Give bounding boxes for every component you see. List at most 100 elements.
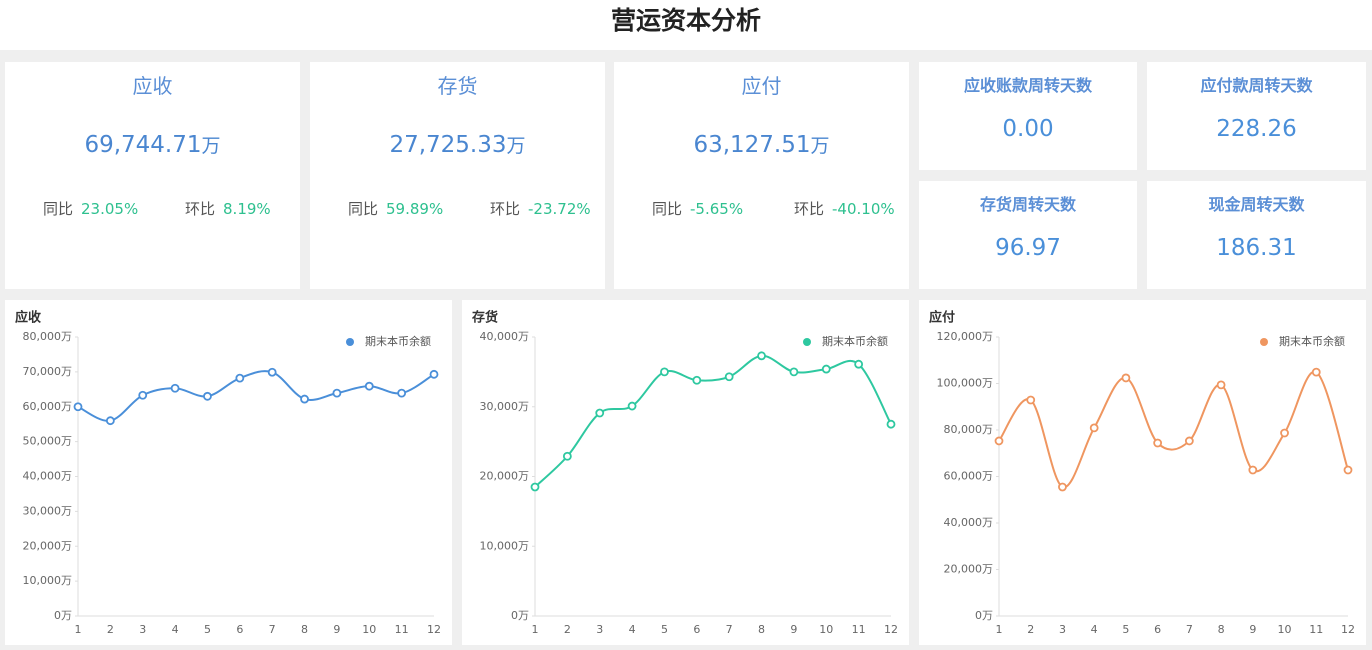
y-tick-label: 80,000万 — [944, 423, 994, 436]
data-point — [994, 436, 1004, 446]
x-tick-label: 10 — [1278, 623, 1292, 636]
x-tick-label: 2 — [564, 623, 571, 636]
x-tick-label: 10 — [362, 623, 376, 636]
data-point — [562, 451, 572, 461]
card-value: 228.26 — [1216, 116, 1297, 142]
y-tick-label: 100,000万 — [937, 377, 994, 390]
data-point — [530, 482, 540, 492]
data-point — [1153, 438, 1163, 448]
card-title: 应收 — [132, 74, 173, 98]
label: 环比 — [794, 200, 825, 218]
x-tick-label: 11 — [395, 623, 409, 636]
x-tick-label: 9 — [1249, 623, 1256, 636]
series-line — [77, 370, 435, 422]
data-point — [1184, 436, 1194, 446]
chart-title: 应付 — [929, 310, 955, 326]
x-tick-label: 12 — [1341, 623, 1355, 636]
data-point — [854, 359, 864, 369]
card-title: 存货 — [437, 74, 478, 98]
data-point — [886, 419, 896, 429]
unit: 万 — [201, 135, 221, 157]
x-tick-label: 3 — [596, 623, 603, 636]
x-tick-label: 1 — [75, 623, 82, 636]
yoy: 同比 59.89% — [348, 198, 443, 219]
data-point — [1026, 395, 1036, 405]
days-card: 存货周转天数 96.97 — [919, 181, 1137, 289]
unit: 万 — [506, 135, 526, 157]
x-tick-label: 6 — [1154, 623, 1161, 636]
legend-marker — [803, 338, 811, 346]
kpi-card: 存货 27,725.33万 同比 59.89% 环比 -23.72% — [310, 62, 605, 289]
x-tick-label: 12 — [884, 623, 898, 636]
x-tick-label: 9 — [333, 623, 340, 636]
card-title: 应付款周转天数 — [1200, 76, 1313, 95]
card-value: 186.31 — [1216, 235, 1297, 261]
x-tick-label: 12 — [427, 623, 441, 636]
x-tick-label: 3 — [139, 623, 146, 636]
data-point — [789, 367, 799, 377]
data-point — [595, 408, 605, 418]
legend-label: 期末本币余额 — [1279, 334, 1345, 348]
data-point — [1343, 465, 1353, 475]
chart-panel: 应收 0万 10,000万 20,000万 30,000万 40,000万 50,000万 6… — [5, 300, 452, 645]
data-point — [692, 375, 702, 385]
card-value: 27,725.33万 — [310, 131, 605, 158]
label: 同比 — [43, 200, 74, 218]
x-tick-label: 7 — [726, 623, 733, 636]
y-tick-label: 80,000万 — [23, 330, 73, 343]
value: 63,127.51 — [693, 132, 811, 158]
x-tick-label: 8 — [301, 623, 308, 636]
value: 69,744.71 — [84, 132, 202, 158]
x-tick-label: 2 — [107, 623, 114, 636]
data-point — [660, 367, 669, 377]
y-tick-label: 0万 — [975, 609, 993, 622]
data-point — [364, 381, 374, 391]
chart-panel: 应付 0万 20,000万 40,000万 60,000万 80,000万 100,000万… — [919, 300, 1366, 645]
x-tick-label: 6 — [236, 623, 243, 636]
data-point — [203, 391, 212, 401]
data-point — [73, 402, 83, 412]
y-tick-label: 60,000万 — [23, 400, 73, 413]
kpi-card: 应收 69,744.71万 同比 23.05% 环比 8.19% — [5, 62, 300, 289]
pct: 59.89% — [386, 200, 444, 218]
card-value: 0.00 — [1002, 116, 1054, 142]
pct: 23.05% — [81, 200, 139, 218]
data-point — [300, 394, 309, 404]
y-tick-label: 50,000万 — [23, 435, 73, 448]
label: 环比 — [490, 200, 521, 218]
legend-label: 期末本币余额 — [822, 334, 888, 348]
y-tick-label: 10,000万 — [480, 539, 530, 552]
x-tick-label: 5 — [1122, 623, 1129, 636]
data-point — [170, 383, 180, 393]
days-card: 应付款周转天数 228.26 — [1147, 62, 1366, 170]
days-card: 现金周转天数 186.31 — [1147, 181, 1366, 289]
x-tick-label: 8 — [758, 623, 765, 636]
unit: 万 — [810, 135, 830, 157]
chart-panel: 存货 0万 10,000万 20,000万 30,000万 40,000万 1 2 3 4 5 6 7 8… — [462, 300, 909, 645]
data-point — [821, 364, 831, 374]
data-point — [105, 416, 115, 426]
y-tick-label: 30,000万 — [23, 504, 73, 517]
chart: 应收 0万 10,000万 20,000万 30,000万 40,000万 50,000万 6… — [15, 310, 441, 637]
card-value: 96.97 — [995, 235, 1061, 261]
mom: 环比 8.19% — [185, 198, 271, 219]
data-point — [1248, 465, 1258, 475]
x-tick-label: 1 — [532, 623, 539, 636]
mom: 环比 -40.10% — [794, 198, 895, 219]
data-point — [429, 369, 439, 379]
legend-label: 期末本币余额 — [365, 334, 431, 348]
data-point — [627, 401, 637, 411]
x-tick-label: 11 — [1309, 623, 1323, 636]
data-point — [1058, 482, 1067, 492]
data-point — [138, 390, 148, 400]
data-point — [1216, 380, 1226, 390]
x-tick-label: 7 — [1186, 623, 1193, 636]
series-line — [534, 354, 892, 488]
pct: -5.65% — [690, 200, 744, 218]
data-point — [1121, 373, 1131, 383]
x-tick-label: 8 — [1218, 623, 1225, 636]
y-tick-label: 0万 — [54, 609, 72, 622]
pct: -23.72% — [528, 200, 591, 218]
